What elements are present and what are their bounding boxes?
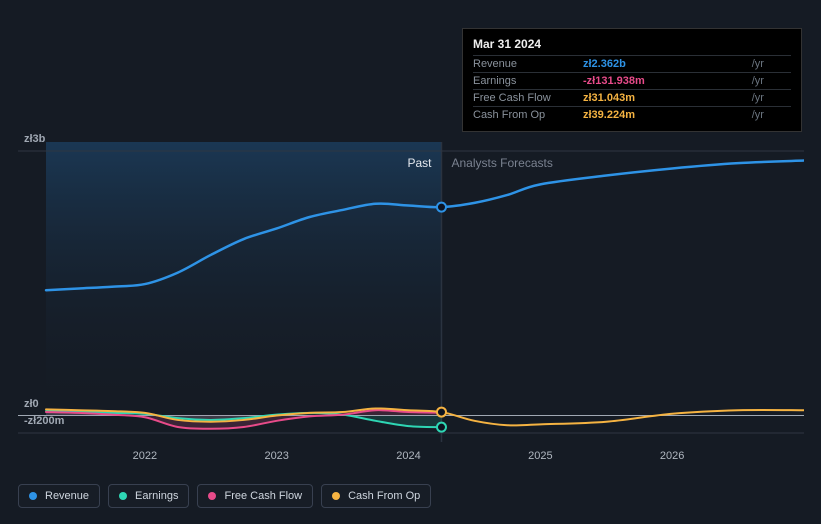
tooltip-row: Revenuezł2.362b/yr xyxy=(473,56,791,73)
tooltip-row-label: Earnings xyxy=(473,73,583,90)
legend-item[interactable]: Cash From Op xyxy=(321,484,431,508)
legend-item[interactable]: Revenue xyxy=(18,484,100,508)
forecast-label: Analysts Forecasts xyxy=(451,156,552,170)
y-axis-label: zł3b xyxy=(24,133,45,145)
tooltip-row-label: Revenue xyxy=(473,56,583,73)
x-axis-label: 2023 xyxy=(264,450,288,462)
tooltip-row-suffix: /yr xyxy=(748,73,791,90)
tooltip-row-suffix: /yr xyxy=(748,56,791,73)
legend-row: Revenue Earnings Free Cash Flow Cash From O… xyxy=(18,484,431,508)
tooltip-title: Mar 31 2024 xyxy=(473,37,791,51)
tooltip-table: Revenuezł2.362b/yrEarnings-zł131.938m/yr… xyxy=(473,55,791,123)
legend-dot-icon xyxy=(208,492,216,500)
x-axis-label: 2022 xyxy=(133,450,157,462)
legend-label: Free Cash Flow xyxy=(224,490,302,502)
legend-label: Revenue xyxy=(45,490,89,502)
legend-item[interactable]: Earnings xyxy=(108,484,189,508)
chart-tooltip: Mar 31 2024 Revenuezł2.362b/yrEarnings-z… xyxy=(462,28,802,132)
y-axis-label: -zł200m xyxy=(24,415,64,427)
tooltip-row-value: -zł131.938m xyxy=(583,73,748,90)
legend-label: Earnings xyxy=(135,490,178,502)
legend-item[interactable]: Free Cash Flow xyxy=(197,484,313,508)
tooltip-row: Earnings-zł131.938m/yr xyxy=(473,73,791,90)
x-axis-label: 2024 xyxy=(396,450,420,462)
legend-dot-icon xyxy=(119,492,127,500)
tooltip-row-suffix: /yr xyxy=(748,90,791,107)
legend-label: Cash From Op xyxy=(348,490,420,502)
tooltip-row: Free Cash Flowzł31.043m/yr xyxy=(473,90,791,107)
tooltip-row-label: Cash From Op xyxy=(473,107,583,124)
tooltip-row-value: zł31.043m xyxy=(583,90,748,107)
legend-dot-icon xyxy=(332,492,340,500)
chart-container: Mar 31 2024 Revenuezł2.362b/yrEarnings-z… xyxy=(18,10,804,480)
past-label: Past xyxy=(407,156,431,170)
tooltip-row-label: Free Cash Flow xyxy=(473,90,583,107)
tooltip-row-value: zł39.224m xyxy=(583,107,748,124)
tooltip-row-suffix: /yr xyxy=(748,107,791,124)
tooltip-row-value: zł2.362b xyxy=(583,56,748,73)
y-axis-label: zł0 xyxy=(24,398,39,410)
x-axis-label: 2026 xyxy=(660,450,684,462)
legend-dot-icon xyxy=(29,492,37,500)
tooltip-row: Cash From Opzł39.224m/yr xyxy=(473,107,791,124)
x-axis-label: 2025 xyxy=(528,450,552,462)
